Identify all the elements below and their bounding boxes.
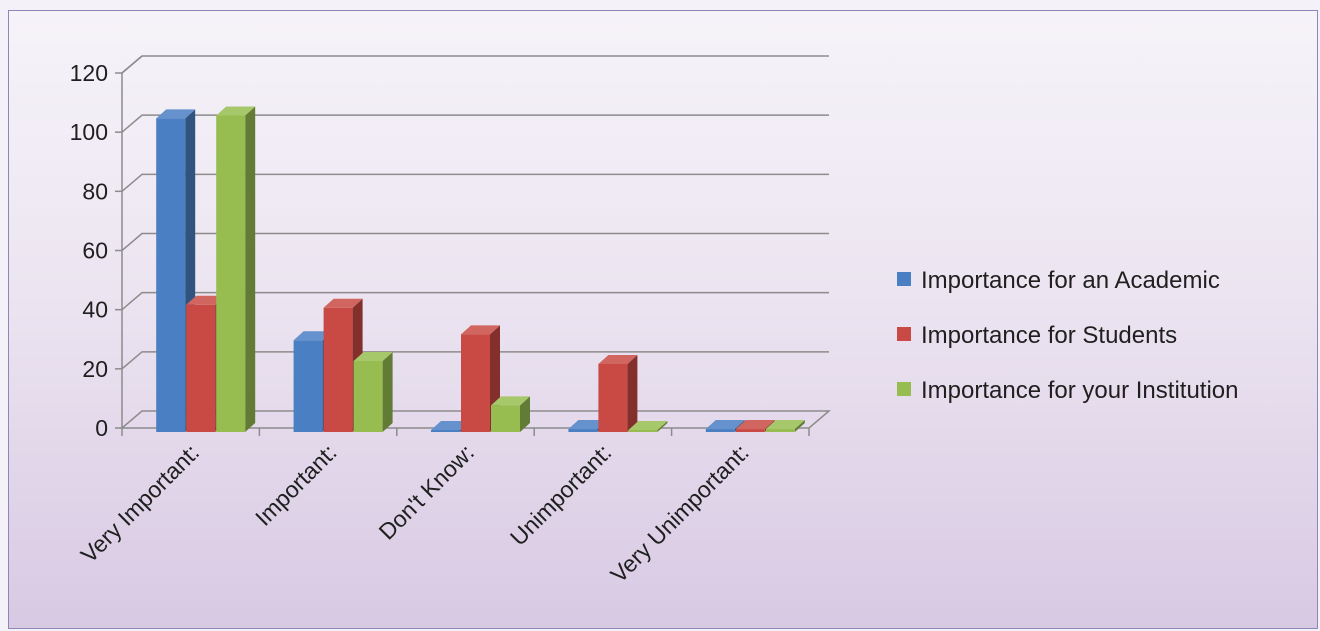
legend-swatch xyxy=(897,382,911,396)
category-label: Don't Know: xyxy=(373,439,479,545)
bar-front xyxy=(598,363,628,432)
bar-top xyxy=(156,109,196,119)
bar-top xyxy=(353,352,393,361)
bar xyxy=(598,354,638,432)
bar-top xyxy=(186,295,226,305)
bar-front xyxy=(628,430,658,432)
bar-top xyxy=(598,354,638,364)
bar-front xyxy=(431,430,460,432)
bar-side xyxy=(657,421,668,432)
legend-label: Importance for your Institution xyxy=(921,377,1238,404)
y-tick-label: 120 xyxy=(70,60,108,86)
bar xyxy=(491,396,530,432)
y-tick-label: 80 xyxy=(82,178,108,204)
bar-front xyxy=(568,429,598,432)
bar-top xyxy=(216,106,256,116)
bar-front xyxy=(735,429,765,432)
category-label: Unimportant: xyxy=(505,439,616,550)
bar-top xyxy=(491,396,530,406)
category-label: Important: xyxy=(250,439,342,531)
bar-top xyxy=(735,420,775,430)
bar-front xyxy=(353,361,383,432)
bar-front xyxy=(705,429,735,432)
bar-front xyxy=(293,340,323,432)
bar xyxy=(461,325,500,432)
bar-front xyxy=(765,429,795,432)
bar-side xyxy=(627,354,638,432)
bar-top xyxy=(293,331,333,341)
bar-side xyxy=(794,420,805,432)
bar-top xyxy=(628,421,668,430)
bar-front xyxy=(461,334,490,432)
y-tick-label: 20 xyxy=(82,356,108,382)
legend: Importance for an Academic Importance for… xyxy=(897,267,1238,404)
bar-chart: 0 20 40 60 80 100 120 Very Important: Important… xyxy=(70,55,1238,588)
gridline-80 xyxy=(121,173,829,192)
y-axis-top xyxy=(121,55,143,74)
category-label: Very Unimportant: xyxy=(605,439,754,588)
bars xyxy=(156,106,805,433)
gridline-100 xyxy=(121,114,829,133)
gridline-60 xyxy=(121,232,829,252)
legend-swatch xyxy=(897,272,911,286)
bar-top xyxy=(431,421,470,430)
category-labels: Very Important: Important: Don't Know: Unim… xyxy=(76,439,754,588)
bar-top xyxy=(568,420,608,430)
category-label: Very Important: xyxy=(76,439,205,568)
bar xyxy=(216,106,256,432)
bar-front xyxy=(216,115,246,432)
y-tick-label: 60 xyxy=(82,238,108,264)
chart-frame: 0 20 40 60 80 100 120 Very Important: Important… xyxy=(8,10,1318,629)
bar-front xyxy=(323,307,353,432)
bar-top xyxy=(705,420,745,430)
y-tick-label: 0 xyxy=(95,415,108,441)
bar-front xyxy=(491,405,520,432)
bar xyxy=(765,420,805,432)
bar-side xyxy=(520,396,530,432)
bar-top xyxy=(323,298,363,308)
gridline-40 xyxy=(121,291,829,311)
y-tick-label: 100 xyxy=(70,119,108,145)
bar xyxy=(628,421,668,432)
bar-top xyxy=(765,420,805,430)
bar-side xyxy=(382,352,393,432)
bar-top xyxy=(461,325,500,335)
gridline-120 xyxy=(121,55,829,74)
y-tick-label: 40 xyxy=(82,297,108,323)
legend-label: Importance for an Academic xyxy=(921,267,1220,294)
gridline-20 xyxy=(121,351,829,370)
legend-label: Importance for Students xyxy=(921,322,1177,349)
bar xyxy=(353,352,393,432)
bar-front xyxy=(156,118,186,433)
legend-swatch xyxy=(897,327,911,341)
bar-front xyxy=(186,304,216,432)
y-tick-labels: 0 20 40 60 80 100 120 xyxy=(70,60,108,441)
bar-side xyxy=(245,106,256,432)
